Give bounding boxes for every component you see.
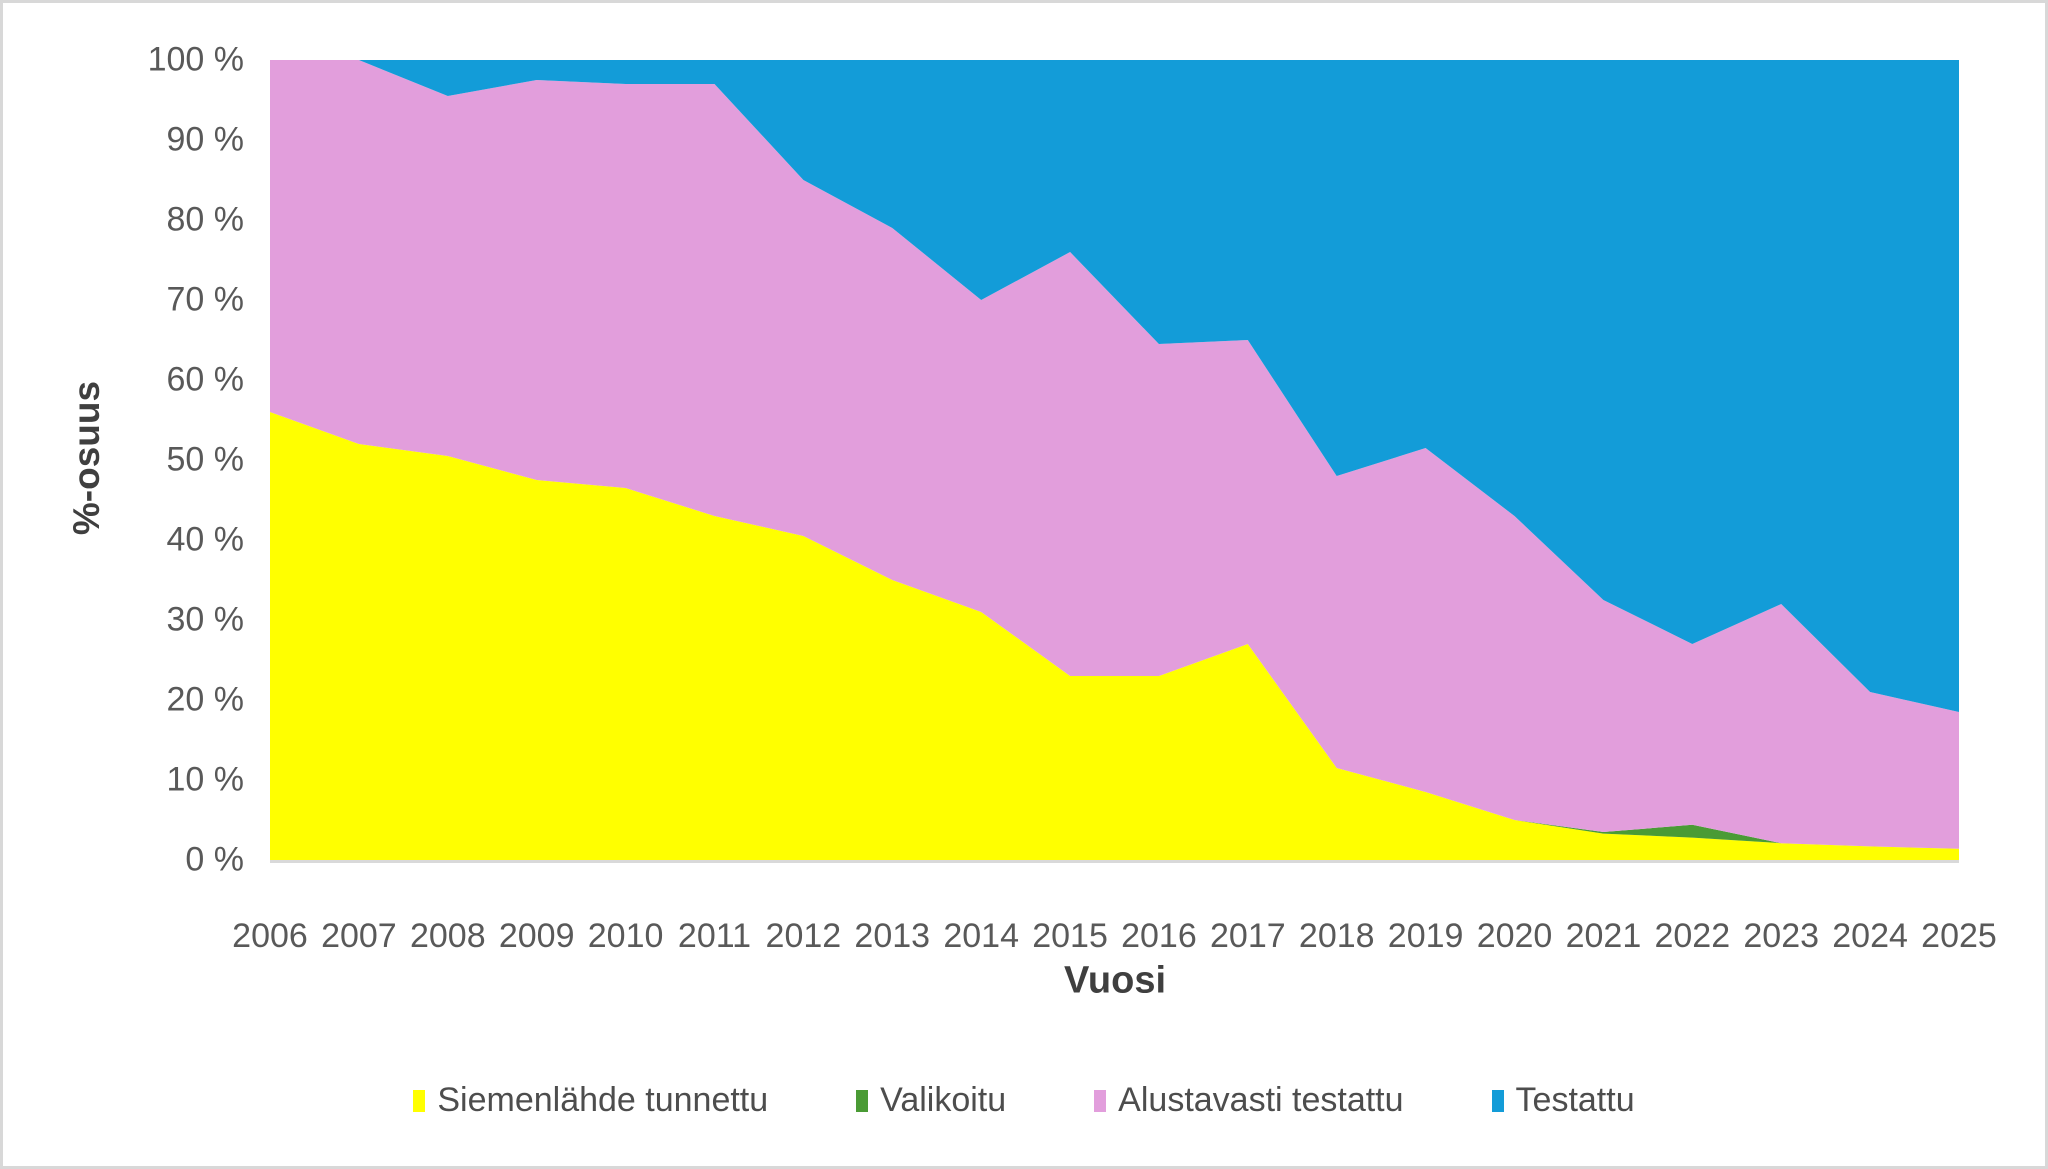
x-tick-label: 2014 [943, 917, 1019, 955]
legend-item-valikoitu: Valikoitu [856, 1081, 1006, 1120]
y-tick-label: 70 % [166, 280, 245, 319]
x-tick-label: 2021 [1565, 917, 1642, 955]
x-tick-label: 2013 [854, 917, 931, 955]
x-tick-label: 2010 [587, 917, 664, 955]
x-tick-label: 2019 [1387, 917, 1464, 955]
x-tick-label: 2023 [1743, 917, 1820, 955]
legend-label: Alustavasti testattu [1118, 1081, 1404, 1119]
x-tick-label: 2024 [1832, 917, 1908, 955]
legend-swatch-siemenl-hde-tunnettu [413, 1089, 426, 1112]
x-tick-label: 2025 [1921, 917, 1997, 955]
chart-legend: Siemenlähde tunnettu Valikoitu Alustavasti… [3, 1081, 2045, 1120]
area-alustavasti-testattu [270, 60, 1959, 849]
y-tick-label: 30 % [166, 600, 245, 639]
legend-swatch-alustavasti-testattu [1094, 1089, 1107, 1112]
y-tick-label: 40 % [166, 520, 245, 559]
legend-swatch-testattu [1491, 1089, 1504, 1112]
area-testattu [270, 60, 1959, 712]
x-tick-label: 2012 [765, 917, 842, 955]
y-tick-label: 60 % [166, 360, 245, 399]
y-tick-label: 20 % [166, 680, 245, 719]
x-tick-label: 2016 [1121, 917, 1197, 955]
legend-swatch-valikoitu [856, 1089, 869, 1112]
x-tick-label: 2006 [232, 917, 308, 955]
x-tick-label: 2011 [677, 917, 752, 955]
x-tick-label: 2009 [498, 917, 575, 955]
y-tick-label: 80 % [166, 200, 245, 239]
y-tick-label: 0 % [185, 840, 244, 879]
y-tick-label: 50 % [166, 440, 245, 479]
legend-label: Testattu [1515, 1081, 1635, 1119]
y-tick-label: 100 % [147, 40, 244, 79]
area-siemenl-hde-tunnettu [270, 412, 1959, 860]
legend-item-testattu: Testattu [1491, 1081, 1635, 1120]
legend-label: Valikoitu [880, 1081, 1007, 1119]
y-tick-label: 90 % [166, 120, 245, 159]
legend-item-alustavasti-testattu: Alustavasti testattu [1094, 1081, 1404, 1120]
x-axis-title: Vuosi [1063, 959, 1167, 1002]
y-tick-label: 10 % [166, 760, 245, 799]
legend-label: Siemenlähde tunnettu [437, 1081, 769, 1119]
x-tick-label: 2022 [1654, 917, 1731, 955]
x-tick-label: 2017 [1210, 917, 1286, 955]
x-tick-label: 2008 [409, 917, 486, 955]
x-tick-label: 2015 [1032, 917, 1108, 955]
x-tick-label: 2020 [1476, 917, 1553, 955]
stacked-area-plot [270, 60, 1959, 863]
x-tick-label: 2007 [321, 917, 397, 955]
x-tick-label: 2018 [1298, 917, 1375, 955]
y-axis-title: %-osuus [66, 380, 107, 536]
legend-item-siemenl-hde-tunnettu: Siemenlähde tunnettu [413, 1081, 768, 1120]
